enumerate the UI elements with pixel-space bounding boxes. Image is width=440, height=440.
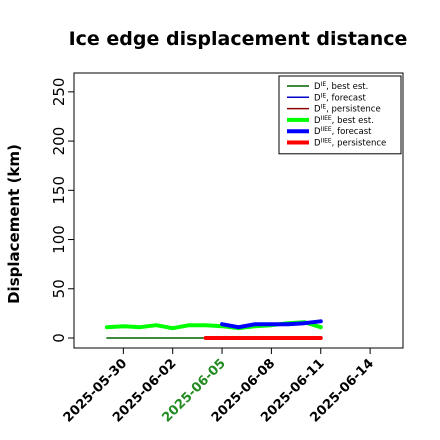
- x-axis: 2025-05-302025-06-022025-06-052025-06-08…: [61, 348, 377, 426]
- y-tick-label: 250: [50, 78, 68, 107]
- y-axis: 0 50 100 150 200 250: [50, 78, 74, 343]
- series-line-4: [220, 319, 323, 330]
- legend-entry: DIIEE, persistence: [314, 138, 386, 149]
- y-tick-label: 50: [50, 279, 68, 298]
- y-tick-label: 0: [50, 333, 68, 343]
- legend-entry: DIIEE, forecast: [314, 126, 372, 137]
- plot-area-frame: [73, 72, 404, 349]
- legend-entry: DIE, forecast: [314, 92, 367, 103]
- y-tick-label: 100: [50, 225, 68, 254]
- y-tick-label: 200: [50, 127, 68, 156]
- legend-entry: DIE, best est.: [314, 81, 368, 92]
- series-layer: [104, 319, 323, 340]
- legend-entry: DIE, persistence: [314, 104, 381, 115]
- chart-title: Ice edge displacement distance: [69, 28, 408, 50]
- y-tick-label: 150: [50, 176, 68, 205]
- y-axis-label: Displacement (km): [5, 144, 23, 304]
- legend-entry: DIIEE, best est.: [314, 115, 374, 126]
